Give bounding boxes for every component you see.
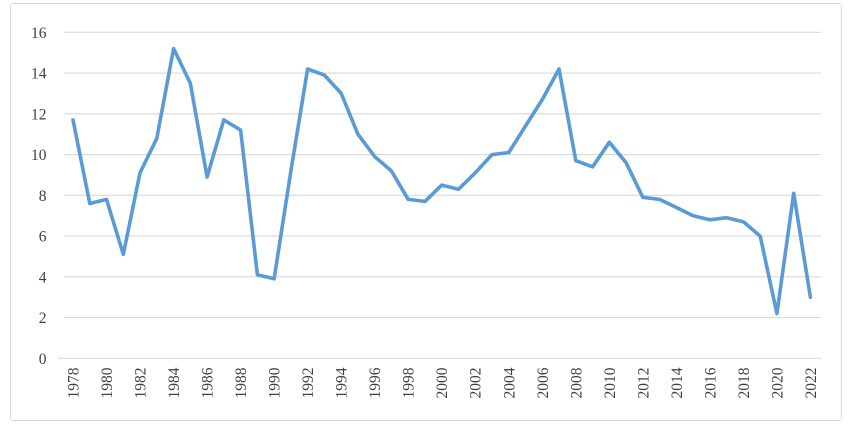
x-tick-label-2016: 2016: [702, 367, 719, 398]
x-tick-label-2012: 2012: [635, 368, 652, 399]
y-tick-label-10: 10: [31, 147, 47, 164]
x-tick-label-1980: 1980: [99, 367, 116, 398]
gridlines: [58, 31, 821, 359]
y-tick-label-16: 16: [31, 25, 47, 42]
y-axis-tick-labels: 0 2 4 6 8 10 12 14 16: [31, 25, 47, 368]
x-tick-label-1978: 1978: [66, 367, 83, 398]
y-tick-label-8: 8: [39, 188, 47, 205]
x-tick-label-2014: 2014: [669, 367, 686, 398]
x-tick-label-1998: 1998: [401, 367, 418, 398]
x-tick-label-1996: 1996: [367, 367, 384, 398]
y-tick-label-2: 2: [39, 310, 47, 327]
x-tick-label-1988: 1988: [233, 367, 250, 398]
x-tick-label-2010: 2010: [602, 367, 619, 398]
y-tick-label-14: 14: [31, 66, 47, 83]
x-axis-tick-labels: 1978 1980 1982 1984 1986 1988 1990 1992 1994 1996…: [66, 367, 820, 398]
x-tick-label-1982: 1982: [133, 368, 150, 399]
x-tick-label-2004: 2004: [501, 367, 518, 398]
y-tick-label-0: 0: [39, 351, 47, 368]
x-tick-label-2002: 2002: [468, 368, 485, 399]
x-tick-label-1994: 1994: [334, 367, 351, 398]
x-tick-label-2020: 2020: [769, 367, 786, 398]
data-series: [71, 46, 813, 316]
x-tick-label-2022: 2022: [803, 368, 820, 399]
x-tick-label-2000: 2000: [434, 367, 451, 398]
y-tick-label-4: 4: [39, 269, 47, 286]
y-tick-label-6: 6: [39, 229, 47, 246]
x-tick-label-1992: 1992: [300, 368, 317, 399]
x-tick-label-1986: 1986: [200, 367, 217, 398]
chart-frame: 0 2 4 6 8 10 12 14 16 1978 1980 1982 1984 1986 1988 19…: [10, 3, 842, 421]
data-line-series: [71, 46, 813, 316]
x-tick-label-1984: 1984: [166, 367, 183, 398]
x-tick-label-2018: 2018: [736, 367, 753, 398]
y-tick-label-12: 12: [31, 106, 47, 123]
x-tick-label-2008: 2008: [568, 367, 585, 398]
x-tick-label-1990: 1990: [267, 367, 284, 398]
x-tick-label-2006: 2006: [535, 367, 552, 398]
